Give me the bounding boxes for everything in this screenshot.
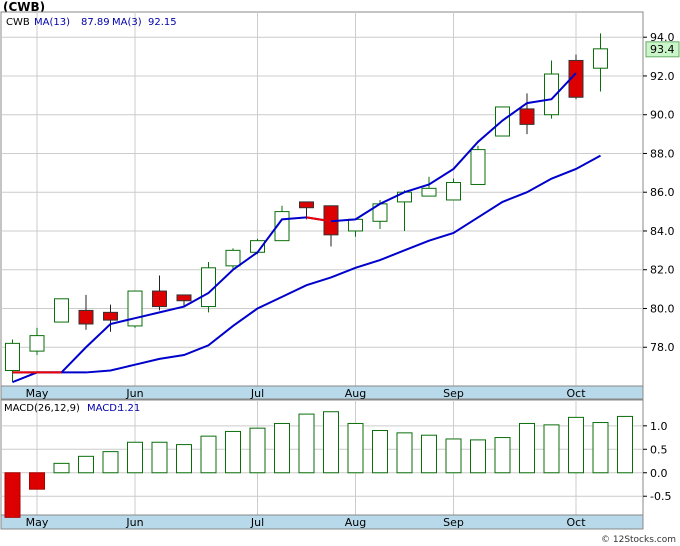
macd-bar-positive [249, 427, 266, 474]
macd-date-axis [0, 514, 644, 530]
macd-tick-label: 0.5 [650, 443, 668, 456]
last-price-box [645, 41, 680, 58]
credit-text: © 12Stocks.com [601, 535, 676, 545]
candle-down [152, 290, 167, 308]
macd-bar-positive [200, 435, 217, 474]
macd-bar-negative [29, 472, 45, 490]
macd-bar-positive [274, 422, 290, 474]
macd-tick-label: 0.0 [650, 467, 668, 480]
candle-down [568, 59, 584, 98]
ma3-down-segment [306, 216, 332, 223]
candle-up [54, 298, 69, 323]
candle-down [519, 108, 535, 125]
macd-bar-positive [176, 444, 192, 474]
candle-up [29, 335, 45, 352]
macd-month-label: Oct [566, 516, 586, 529]
candle-down [299, 201, 314, 209]
macd-bar-positive [78, 455, 94, 474]
price-tick-label: 80.0 [650, 302, 675, 315]
price-tick-label: 92.0 [650, 70, 675, 83]
chart-title: (CWB) [3, 0, 46, 14]
macd-bar-positive [592, 422, 609, 474]
price-month-label: Oct [566, 387, 586, 400]
macd-bar-positive [102, 451, 119, 474]
macd-month-label: Jun [125, 516, 143, 529]
macd-tick-label: 1.0 [650, 420, 668, 433]
price-tick-label: 84.0 [650, 225, 675, 238]
macd-bar-positive [225, 430, 241, 474]
candle-down [103, 311, 118, 321]
candle-up [544, 73, 559, 116]
macd-bar-positive [372, 430, 388, 474]
macd-bar-positive [445, 438, 462, 474]
macd-month-label: May [26, 516, 49, 529]
macd-bar-positive [151, 441, 168, 474]
last-price-label: 93.4 [650, 43, 675, 56]
legend-symbol: CWB [6, 17, 30, 28]
legend-ma3-value: 92.15 [148, 17, 177, 28]
macd-bar-positive [421, 434, 437, 474]
candle-up [421, 187, 437, 197]
macd-bar-positive [127, 441, 143, 474]
macd-month-label: Jul [250, 516, 264, 529]
macd-bar-positive [470, 439, 486, 474]
macd-bar-positive [53, 462, 70, 474]
candle-up [593, 48, 608, 69]
macd-bar-positive [617, 415, 633, 474]
candle-up [127, 290, 143, 327]
macd-bar-positive [298, 413, 315, 474]
price-tick-label: 88.0 [650, 147, 675, 160]
candle-up [5, 342, 20, 371]
candle-down [176, 294, 192, 302]
macd-bar-positive [568, 416, 584, 474]
legend-ma13-value: 87.89 [81, 17, 110, 28]
candle-up [225, 249, 241, 267]
legend-ma13-label: MA(13) [34, 17, 70, 28]
price-month-label: May [26, 387, 49, 400]
macd-tick-label: -0.5 [650, 490, 671, 503]
candle-up [470, 149, 486, 185]
price-month-label: Sep [443, 387, 464, 400]
price-tick-label: 78.0 [650, 341, 675, 354]
legend-ma3-label: MA(3) [112, 17, 142, 28]
macd-legend-label: MACD: [87, 403, 120, 414]
macd-month-label: Aug [345, 516, 366, 529]
candle-down [78, 309, 94, 325]
price-date-axis [0, 385, 644, 400]
price-tick-label: 90.0 [650, 109, 675, 122]
macd-bar-positive [323, 411, 339, 474]
price-month-label: Aug [345, 387, 366, 400]
macd-bar-positive [543, 424, 560, 474]
ma13-line [12, 154, 601, 384]
candle-up [348, 218, 363, 232]
price-tick-label: 94.0 [650, 31, 675, 44]
macd-bar-negative [4, 472, 21, 518]
price-tick-label: 86.0 [650, 186, 675, 199]
macd-bar-positive [347, 422, 364, 474]
macd-month-label: Sep [443, 516, 464, 529]
price-month-label: Jul [250, 387, 264, 400]
macd-bar-positive [494, 437, 511, 474]
price-tick-label: 82.0 [650, 264, 675, 277]
macd-bar-positive [519, 422, 535, 474]
macd-legend-name: MACD(26,12,9) [4, 403, 80, 414]
macd-legend-value: 1.21 [118, 403, 140, 414]
candle-up [446, 182, 461, 201]
price-month-label: Jun [125, 387, 143, 400]
ma3-line [12, 72, 577, 374]
price-panel [0, 11, 644, 387]
macd-bar-positive [396, 432, 413, 474]
